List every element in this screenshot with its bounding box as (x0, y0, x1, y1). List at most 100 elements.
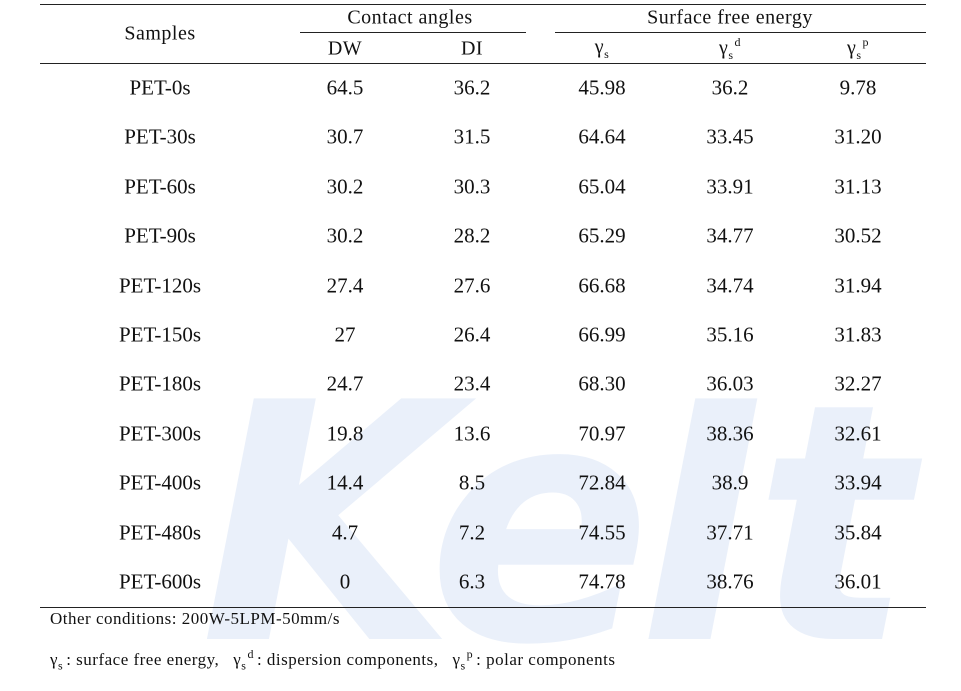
data-cell: 35.16 (706, 322, 754, 347)
data-cell: 74.55 (578, 520, 626, 545)
data-cell: 14.4 (326, 470, 364, 495)
symbol: γ (50, 649, 59, 669)
legend-item: γsd: dispersion components, (233, 647, 439, 673)
column-header: γsp (847, 35, 869, 63)
data-cell: 72.84 (578, 470, 626, 495)
header-rule (40, 63, 926, 64)
data-cell: 27.4 (326, 273, 364, 298)
data-cell: 32.27 (834, 371, 882, 396)
data-cell: 27.6 (453, 273, 491, 298)
data-cell: 34.74 (706, 273, 754, 298)
data-cell: 31.94 (834, 273, 882, 298)
data-cell: 31.13 (834, 174, 882, 199)
legend-text: : polar components (476, 649, 616, 669)
data-cell: 66.99 (578, 322, 626, 347)
data-cell: 27 (334, 322, 356, 347)
data-cell: 31.20 (834, 124, 882, 149)
data-cell: 70.97 (578, 421, 626, 446)
sample-name: PET-400s (118, 470, 202, 495)
subscript: s (460, 658, 466, 673)
symbol: γ (846, 36, 857, 59)
column-header: DI (461, 38, 483, 61)
group-rule (300, 32, 526, 33)
data-cell: 33.94 (834, 470, 882, 495)
data-cell: 36.01 (834, 569, 882, 594)
subscript: s (856, 47, 862, 62)
data-cell: 23.4 (453, 371, 491, 396)
data-cell: 13.6 (453, 421, 491, 446)
sample-name: PET-120s (118, 273, 202, 298)
group-header: Surface free energy (647, 6, 813, 29)
superscript: p (862, 35, 870, 50)
data-cell: 68.30 (578, 371, 626, 396)
data-cell: 30.2 (326, 223, 364, 248)
header-text: DW (327, 37, 363, 60)
note-conditions: Other conditions: 200W-5LPM-50mm/s (50, 609, 340, 628)
group-header: Contact angles (347, 6, 473, 29)
bottom-rule (40, 607, 926, 608)
sample-name: PET-150s (118, 322, 202, 347)
data-cell: 28.2 (453, 223, 491, 248)
data-cell: 34.77 (706, 223, 754, 248)
group-rule (555, 32, 926, 33)
legend-item: γs: surface free energy, (50, 649, 220, 673)
data-cell: 65.04 (578, 174, 626, 199)
data-cell: 38.36 (706, 421, 754, 446)
data-cell: 32.61 (834, 421, 882, 446)
data-cell: 36.2 (453, 75, 491, 100)
data-cell: 64.5 (326, 75, 364, 100)
symbol: γ (594, 36, 605, 58)
legend-text: : dispersion components, (256, 649, 439, 669)
superscript: d (247, 647, 254, 661)
data-cell: 30.3 (453, 174, 491, 199)
data-cell: 38.9 (711, 470, 749, 495)
sample-name: PET-90s (124, 223, 196, 248)
data-cell: 24.7 (326, 371, 364, 396)
data-cell: 0 (339, 569, 351, 594)
data-cell: 31.5 (453, 124, 491, 149)
data-cell: 8.5 (458, 470, 486, 495)
data-cell: 37.71 (706, 520, 754, 545)
data-cell: 4.7 (331, 520, 359, 545)
legend-text: : surface free energy, (66, 649, 220, 669)
column-header: γsd (719, 35, 741, 63)
symbol: γ (718, 36, 729, 59)
watermark: KeIt (200, 333, 912, 691)
data-cell: 36.03 (706, 371, 754, 396)
data-cell: 6.3 (458, 569, 486, 594)
data-cell: 65.29 (578, 223, 626, 248)
sample-name: PET-480s (118, 520, 202, 545)
data-cell: 64.64 (578, 124, 626, 149)
data-cell: 38.76 (706, 569, 754, 594)
sample-name: PET-180s (118, 371, 202, 396)
header-text: DI (460, 37, 484, 60)
data-cell: 35.84 (834, 520, 882, 545)
subscript: s (58, 658, 64, 673)
superscript: d (734, 35, 742, 50)
data-cell: 66.68 (578, 273, 626, 298)
sample-name: PET-300s (118, 421, 202, 446)
data-cell: 9.78 (839, 75, 877, 100)
data-cell: 7.2 (458, 520, 486, 545)
sample-name: PET-0s (129, 75, 191, 100)
subscript: s (241, 658, 247, 673)
column-header: γs (595, 36, 610, 62)
column-header: DW (328, 38, 362, 61)
data-cell: 30.2 (326, 174, 364, 199)
superscript: p (466, 647, 474, 661)
data-cell: 30.7 (326, 124, 364, 149)
note-legend: γs: surface free energy, γsd: dispersion … (50, 647, 629, 673)
data-cell: 31.83 (834, 322, 882, 347)
data-cell: 36.2 (711, 75, 749, 100)
data-cell: 30.52 (834, 223, 882, 248)
data-cell: 19.8 (326, 421, 364, 446)
data-cell: 33.91 (706, 174, 754, 199)
data-cell: 74.78 (578, 569, 626, 594)
data-cell: 26.4 (453, 322, 491, 347)
symbol: γ (233, 649, 242, 669)
data-cell: 45.98 (578, 75, 626, 100)
symbol: γ (452, 649, 461, 669)
top-rule (40, 4, 926, 5)
subscript: s (604, 47, 610, 61)
